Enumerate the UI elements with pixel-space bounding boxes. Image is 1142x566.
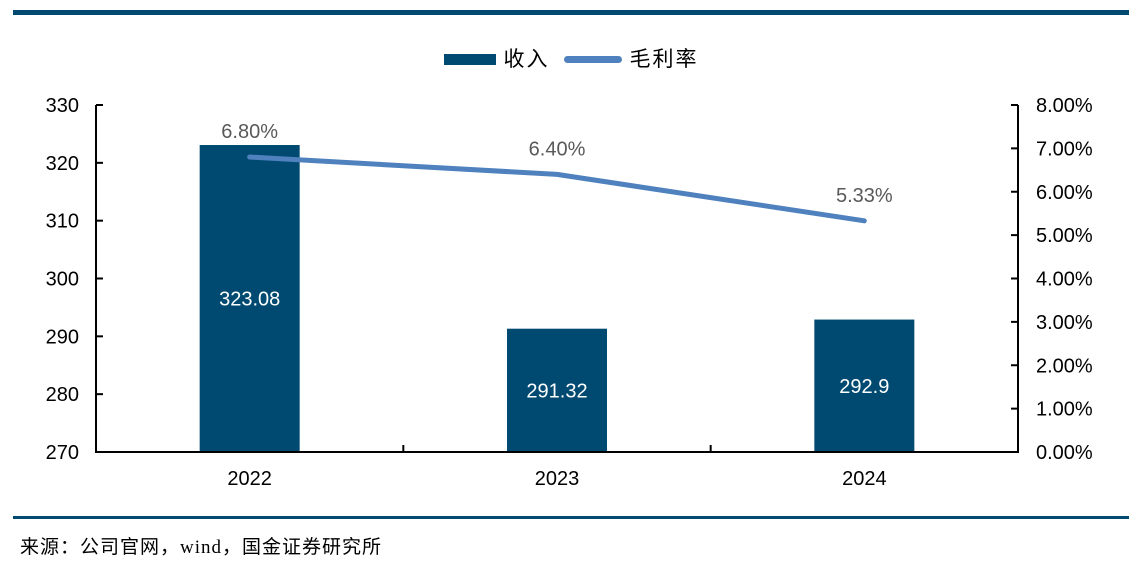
legend-item-margin: 毛利率: [563, 46, 699, 72]
revenue-bar-label-2023: 291.32: [526, 380, 587, 402]
margin-legend-label: 毛利率: [629, 47, 699, 71]
right-axis-tick-label: 4.00%: [1036, 269, 1093, 291]
right-axis-tick-label: 6.00%: [1036, 182, 1093, 204]
revenue-bar-2024: [814, 319, 915, 452]
footer-divider-rule: [13, 516, 1129, 519]
margin-point-label-2022: 6.80%: [221, 121, 278, 143]
category-label-2024: 2024: [842, 468, 887, 490]
revenue-bar-label-2024: 292.9: [839, 376, 889, 398]
left-axis-tick-label: 270: [46, 442, 79, 464]
margin-point-label-2024: 5.33%: [836, 185, 893, 207]
right-axis-tick-label: 3.00%: [1036, 312, 1093, 334]
revenue-bar-label-2022: 323.08: [219, 289, 280, 311]
category-label-2023: 2023: [535, 468, 580, 490]
revenue-bar-2023: [507, 328, 607, 452]
left-axis-tick-label: 330: [46, 95, 79, 117]
right-axis-tick-label: 5.00%: [1036, 225, 1093, 247]
right-axis-tick-label: 2.00%: [1036, 355, 1093, 377]
margin-point-label-2023: 6.40%: [529, 138, 586, 160]
margin-line-swatch: [563, 55, 622, 63]
right-axis-tick-label: 7.00%: [1036, 138, 1093, 160]
revenue-bar-swatch: [443, 53, 496, 65]
right-axis-tick-label: 8.00%: [1036, 95, 1093, 117]
top-divider-rule: [13, 10, 1129, 15]
revenue-bar-2022: [199, 145, 300, 452]
gross-margin-line: [247, 154, 867, 224]
left-axis-tick-label: 290: [46, 326, 79, 348]
left-axis-tick-label: 280: [46, 384, 79, 406]
chart-legend: 收入 毛利率: [0, 46, 1142, 72]
left-axis-tick-label: 300: [46, 269, 79, 291]
right-axis-tick-label: 1.00%: [1036, 399, 1093, 421]
source-note: 来源：公司官网，wind，国金证券研究所: [20, 537, 383, 558]
legend-item-revenue: 收入: [443, 46, 550, 72]
left-axis-tick-label: 320: [46, 153, 79, 175]
right-axis-tick-label: 0.00%: [1036, 442, 1093, 464]
left-axis-tick-label: 310: [46, 211, 79, 233]
revenue-legend-label: 收入: [503, 47, 550, 71]
category-label-2022: 2022: [227, 468, 272, 490]
